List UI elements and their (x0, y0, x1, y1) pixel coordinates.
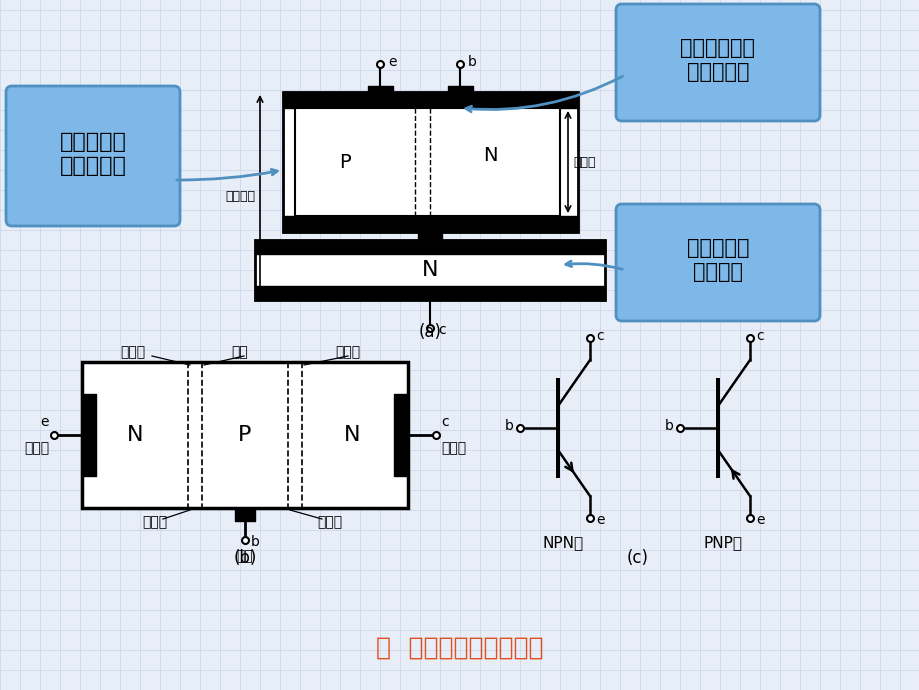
Text: N: N (344, 425, 360, 445)
Text: 集电区：结
面积较大: 集电区：结 面积较大 (686, 239, 748, 282)
Text: (b): (b) (233, 549, 256, 567)
FancyBboxPatch shape (616, 204, 819, 321)
FancyBboxPatch shape (616, 4, 819, 121)
Text: b: b (251, 535, 259, 549)
Text: 发射结: 发射结 (142, 515, 167, 529)
Text: (a): (a) (418, 323, 441, 341)
Text: 发射极: 发射极 (24, 441, 49, 455)
Text: b: b (468, 55, 476, 69)
Text: c: c (596, 329, 603, 343)
Text: e: e (388, 55, 396, 69)
Text: 集电极: 集电极 (440, 441, 466, 455)
Text: 基区: 基区 (232, 345, 248, 359)
Text: (c): (c) (627, 549, 648, 567)
Text: 几百微米: 几百微米 (225, 190, 255, 202)
Text: N: N (482, 146, 496, 164)
Text: 几微米: 几微米 (573, 155, 595, 168)
Text: N: N (421, 260, 437, 280)
Text: b: b (664, 419, 674, 433)
Text: 基区：较薄，
掺杂浓度低: 基区：较薄， 掺杂浓度低 (680, 39, 754, 81)
Bar (283, 92, 577, 232)
Text: NPN型: NPN型 (542, 535, 583, 551)
FancyBboxPatch shape (6, 86, 180, 226)
Text: b: b (505, 419, 514, 433)
Bar (82, 362, 407, 508)
Text: 基极: 基极 (236, 549, 253, 563)
Text: 发射区：掺
杂浓度较高: 发射区：掺 杂浓度较高 (60, 132, 126, 175)
Text: P: P (238, 425, 252, 445)
Text: 发射区: 发射区 (120, 345, 145, 359)
Text: PNP型: PNP型 (703, 535, 742, 551)
Text: e: e (596, 513, 604, 527)
Bar (255, 240, 605, 300)
Text: P: P (339, 152, 350, 172)
Text: c: c (440, 415, 448, 429)
Text: c: c (755, 329, 763, 343)
Text: 集电区: 集电区 (335, 345, 360, 359)
Text: 图  晶体管的结构和符号: 图 晶体管的结构和符号 (376, 636, 543, 660)
Text: 集电结: 集电结 (317, 515, 342, 529)
Text: e: e (755, 513, 764, 527)
Text: c: c (437, 323, 445, 337)
Text: e: e (40, 415, 49, 429)
Text: N: N (127, 425, 143, 445)
Bar (295, 108, 560, 216)
